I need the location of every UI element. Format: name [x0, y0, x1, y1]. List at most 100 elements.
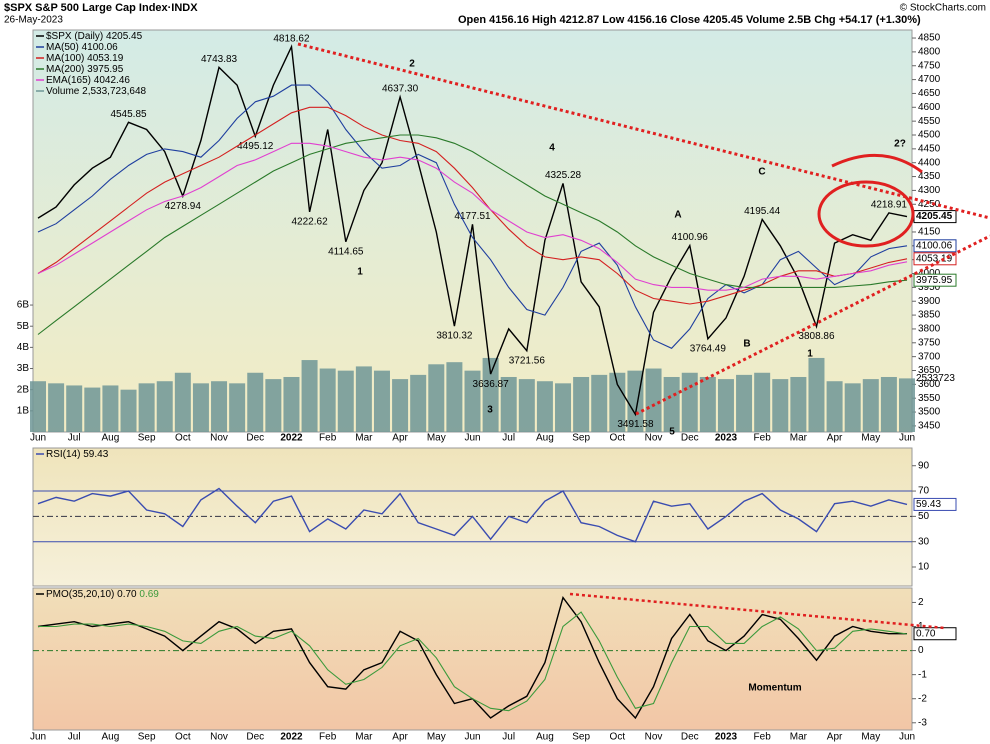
- volume-bar: [265, 379, 282, 432]
- y-tick-label: 4000: [918, 268, 941, 279]
- x-tick-label: Jun: [30, 732, 46, 743]
- y-tick-label: 4500: [918, 130, 941, 141]
- y-tick-label: 90: [918, 460, 930, 471]
- support-line: [635, 234, 990, 416]
- y-tick-label: 3700: [918, 351, 941, 362]
- volume-bar: [48, 383, 65, 432]
- y2-tick-label: 3B: [17, 363, 30, 374]
- value-label: 4222.62: [291, 216, 328, 227]
- y2-tick-label: 6B: [17, 300, 30, 311]
- volume-bar: [428, 364, 445, 432]
- value-label: 3810.32: [436, 331, 473, 342]
- last-value-box: [913, 497, 957, 511]
- volume-bar: [138, 383, 155, 432]
- x-tick-label: 2022: [280, 732, 303, 743]
- y-tick-label: 4650: [918, 88, 941, 99]
- last-value-label: 0.70: [916, 628, 936, 639]
- value-label: 4495.12: [237, 141, 274, 152]
- x-tick-label: Oct: [175, 732, 191, 743]
- value-label: 3808.86: [798, 331, 835, 342]
- momentum-line: [569, 592, 946, 630]
- last-value-label: 4205.45: [916, 211, 953, 222]
- y2-tick-label: 1B: [17, 405, 30, 416]
- last-value-box: [913, 273, 957, 287]
- volume-bar: [663, 376, 680, 432]
- legend-value: 4053.19: [87, 53, 124, 64]
- value-label: 4545.85: [110, 109, 147, 120]
- x-tick-label: Mar: [790, 732, 808, 743]
- highlight-arc: [831, 153, 923, 174]
- legend-name: $SPX (Daily): [46, 31, 103, 42]
- y-tick-label: 4850: [918, 33, 941, 44]
- annotation: 3: [487, 405, 493, 416]
- legend-value: 2,533,723,648: [82, 86, 146, 97]
- y-tick-label: 4400: [918, 157, 941, 168]
- line-series: [37, 487, 908, 543]
- x-tick-label: Jul: [502, 732, 515, 743]
- legend-value: 4100.06: [82, 42, 119, 53]
- volume-bar: [536, 381, 553, 432]
- x-tick-label: Sep: [572, 732, 590, 743]
- volume-bar: [754, 372, 771, 432]
- legend-value: 0.69: [139, 589, 159, 600]
- x-tick-label: Sep: [138, 433, 156, 444]
- volume-bar: [808, 357, 825, 432]
- y-tick-label: 30: [918, 536, 930, 547]
- x-tick-label: Apr: [827, 433, 843, 444]
- last-value-box: [913, 239, 957, 253]
- y-tick-label: -1: [918, 669, 927, 680]
- x-tick-label: May: [427, 433, 446, 444]
- x-tick-label: Aug: [536, 433, 554, 444]
- y-tick-label: 4700: [918, 74, 941, 85]
- x-tick-label: 2023: [715, 732, 738, 743]
- volume-bar: [826, 381, 843, 432]
- x-tick-label: 2022: [280, 433, 303, 444]
- line-series: [37, 106, 908, 305]
- y-tick-label: 3450: [918, 421, 941, 432]
- volume-bar: [446, 362, 463, 432]
- y-tick-label: 10: [918, 562, 930, 573]
- annotation: 1: [807, 349, 813, 360]
- x-tick-label: Jun: [30, 433, 46, 444]
- plot-layer: 3450350035503600365037003750380038503900…: [17, 31, 957, 743]
- volume-bar: [392, 379, 409, 432]
- volume-bar: [790, 376, 807, 432]
- volume-bar: [699, 376, 716, 432]
- quote: Open 4156.16 High 4212.87 Low 4156.16 Cl…: [458, 14, 921, 26]
- volume-bar: [355, 366, 372, 432]
- x-tick-label: 2023: [715, 433, 738, 444]
- legend-name: Volume: [46, 86, 80, 97]
- y-tick-label: 3500: [918, 407, 941, 418]
- y-tick-label: 3650: [918, 365, 941, 376]
- y-tick-label: 3600: [918, 379, 941, 390]
- value-label: 4100.96: [672, 232, 709, 243]
- legend-value: 3975.95: [87, 64, 124, 75]
- y-tick-label: 4350: [918, 171, 941, 182]
- x-tick-label: Jun: [899, 433, 915, 444]
- volume-bar: [736, 374, 753, 432]
- trend-lines: [297, 42, 990, 630]
- volume-bar: [482, 357, 499, 432]
- x-tick-label: Nov: [645, 433, 663, 444]
- legend-name: MA(50): [46, 42, 79, 53]
- x-tick-label: Apr: [392, 732, 408, 743]
- x-tick-label: Dec: [681, 433, 699, 444]
- volume-bar: [645, 368, 662, 432]
- volume-bar: [464, 370, 481, 432]
- y-tick-label: 4250: [918, 199, 941, 210]
- volume-bar: [591, 374, 608, 432]
- x-tick-label: Feb: [319, 732, 337, 743]
- volume-bar: [500, 376, 517, 432]
- value-label: 4218.91: [871, 200, 908, 211]
- pmo-panel: [32, 587, 913, 731]
- x-tick-label: Apr: [827, 732, 843, 743]
- x-tick-label: Apr: [392, 433, 408, 444]
- y-tick-label: 4450: [918, 143, 941, 154]
- value-label: 3721.56: [509, 355, 546, 366]
- y2-tick-label: 5B: [17, 321, 30, 332]
- volume-bar: [573, 376, 590, 432]
- value-label: 3636.87: [473, 379, 510, 390]
- annotation: 2?: [894, 139, 906, 150]
- legend-entry: MA(100) 4053.19: [46, 53, 124, 64]
- volume-bar: [609, 372, 626, 432]
